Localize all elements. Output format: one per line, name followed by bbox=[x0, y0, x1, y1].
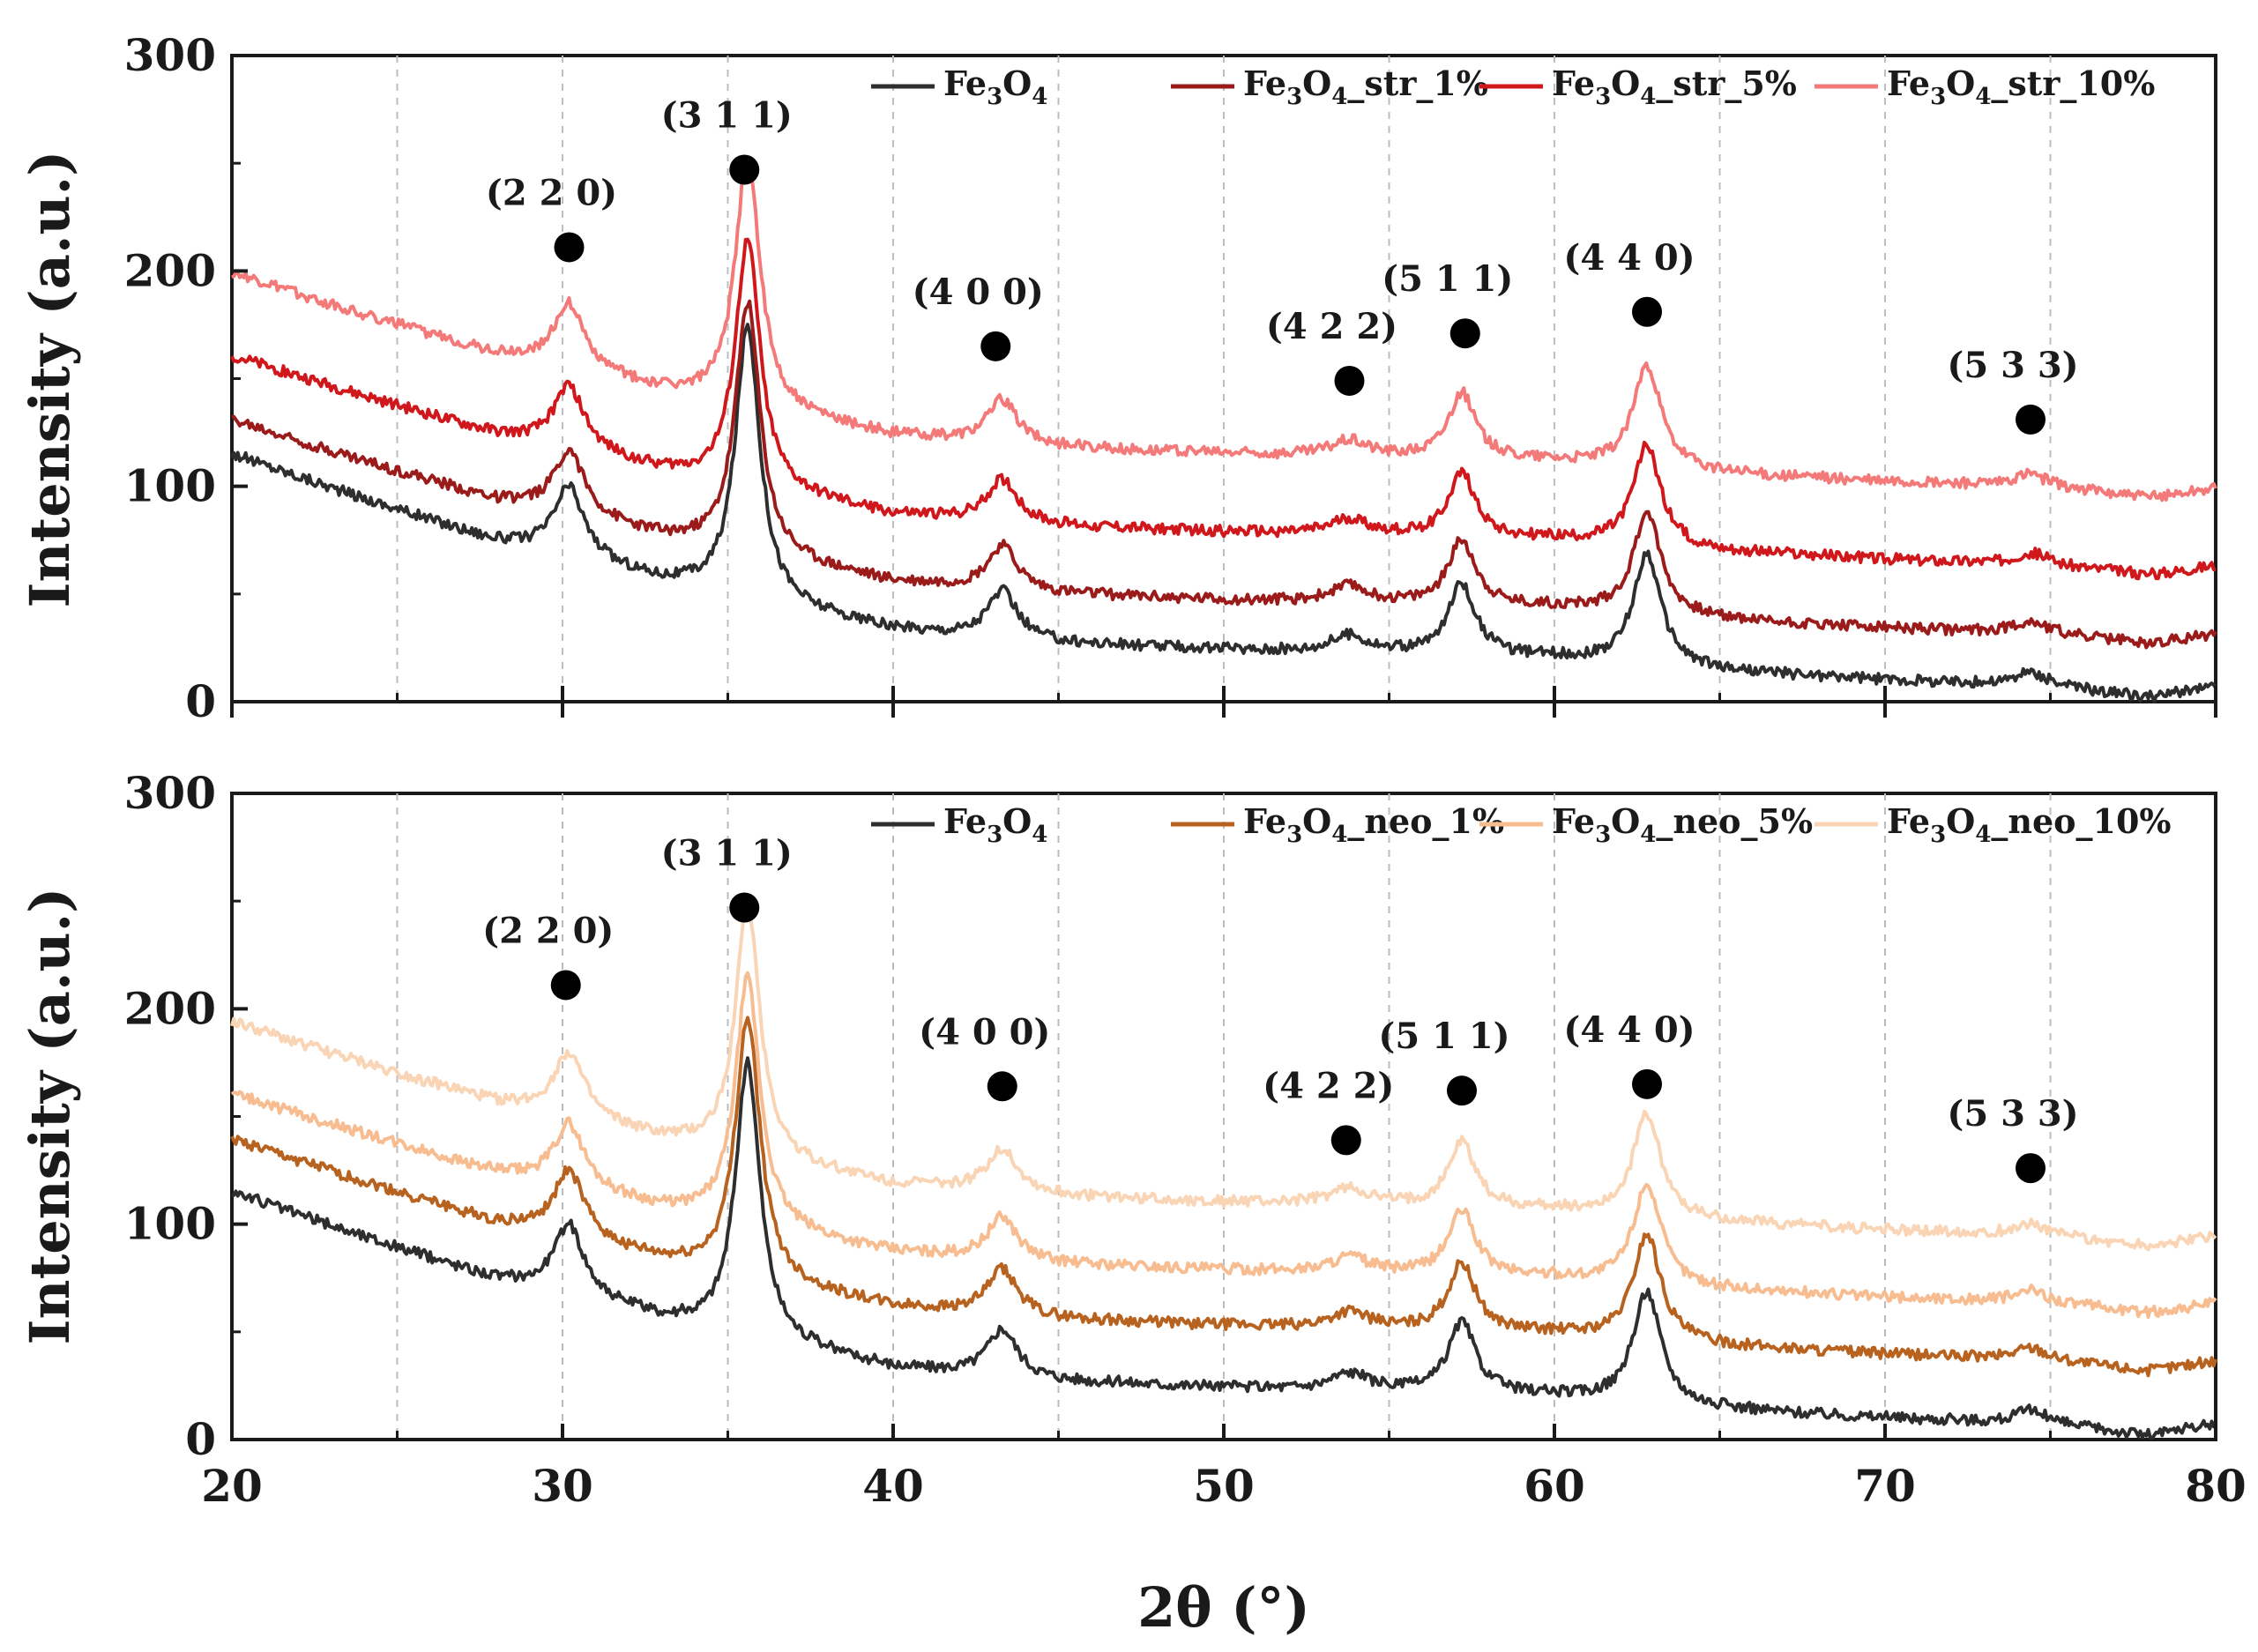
bottom-y-axis-title: Intensity (a.u.) bbox=[18, 887, 82, 1344]
y-tick-label: 200 bbox=[124, 982, 216, 1034]
peak-label: (4 2 2) bbox=[1266, 306, 1397, 347]
peak-marker bbox=[1632, 296, 1662, 327]
series-line-0-3 bbox=[231, 155, 2217, 502]
x-axis-title: 2θ (°) bbox=[1137, 1575, 1310, 1640]
peak-label: (5 1 1) bbox=[1382, 258, 1513, 300]
series-line-0-0 bbox=[230, 323, 2217, 703]
peak-label: (5 3 3) bbox=[1947, 345, 2078, 386]
peak-label: (3 1 1) bbox=[661, 832, 793, 874]
series-line-1-1 bbox=[230, 1016, 2217, 1378]
peak-label: (5 3 3) bbox=[1947, 1093, 2078, 1135]
y-tick-label: 200 bbox=[124, 244, 216, 296]
peak-label: (4 4 0) bbox=[1563, 237, 1695, 279]
peak-label: (4 0 0) bbox=[913, 272, 1044, 313]
series-line-1-3 bbox=[230, 902, 2217, 1252]
x-tick-label: 60 bbox=[1524, 1460, 1585, 1512]
x-tick-label: 30 bbox=[532, 1460, 593, 1512]
peak-marker bbox=[554, 232, 585, 263]
peak-marker bbox=[987, 1071, 1017, 1102]
peak-marker bbox=[729, 892, 760, 923]
peak-marker bbox=[550, 970, 581, 1001]
legend-entry: Fe3O4 bbox=[943, 801, 1047, 848]
top-panel-frame bbox=[230, 54, 2217, 703]
peak-label: (4 0 0) bbox=[919, 1011, 1050, 1053]
legend-entry: Fe3O4_str_10% bbox=[1887, 63, 2155, 110]
y-tick-label: 300 bbox=[124, 29, 216, 81]
x-tick-label: 70 bbox=[1854, 1460, 1916, 1512]
peak-label: (4 4 0) bbox=[1563, 1009, 1695, 1051]
y-tick-label: 100 bbox=[124, 1198, 216, 1250]
peak-marker bbox=[1449, 318, 1480, 349]
peak-label: (2 2 0) bbox=[482, 910, 614, 951]
peak-marker bbox=[980, 331, 1011, 361]
peak-label: (2 2 0) bbox=[486, 172, 617, 213]
legend-entry: Fe3O4_neo_5% bbox=[1552, 801, 1813, 848]
peak-label: (5 1 1) bbox=[1378, 1016, 1509, 1057]
legend-entry: Fe3O4_neo_10% bbox=[1887, 801, 2172, 848]
peak-label: (3 1 1) bbox=[661, 94, 793, 136]
legend-entry: Fe3O4_str_1% bbox=[1243, 63, 1488, 110]
legend-entry: Fe3O4_str_5% bbox=[1552, 63, 1797, 110]
legend-entry: Fe3O4 bbox=[943, 63, 1047, 110]
peak-marker bbox=[729, 154, 760, 185]
x-tick-label: 50 bbox=[1193, 1460, 1255, 1512]
peak-label: (4 2 2) bbox=[1263, 1065, 1394, 1106]
peak-marker bbox=[1447, 1075, 1477, 1106]
y-tick-label: 0 bbox=[185, 1413, 216, 1465]
x-tick-label: 20 bbox=[201, 1460, 263, 1512]
series-line-0-2 bbox=[230, 237, 2217, 581]
y-tick-label: 300 bbox=[124, 767, 216, 819]
peak-marker bbox=[1330, 1125, 1361, 1156]
peak-marker bbox=[1632, 1068, 1662, 1099]
y-tick-label: 100 bbox=[124, 460, 216, 512]
series-line-1-0 bbox=[231, 1056, 2217, 1440]
x-tick-label: 40 bbox=[862, 1460, 924, 1512]
peak-marker bbox=[2016, 404, 2046, 435]
bottom-panel-frame bbox=[230, 792, 2217, 1441]
legend-entry: Fe3O4_neo_1% bbox=[1243, 801, 1504, 848]
peak-marker bbox=[1334, 365, 1365, 396]
series-line-1-2 bbox=[230, 971, 2217, 1319]
top-y-axis-title: Intensity (a.u.) bbox=[18, 150, 82, 607]
y-tick-label: 0 bbox=[185, 675, 216, 727]
x-tick-label: 80 bbox=[2185, 1460, 2247, 1512]
peak-marker bbox=[2016, 1153, 2046, 1184]
series-line-0-1 bbox=[231, 299, 2217, 650]
